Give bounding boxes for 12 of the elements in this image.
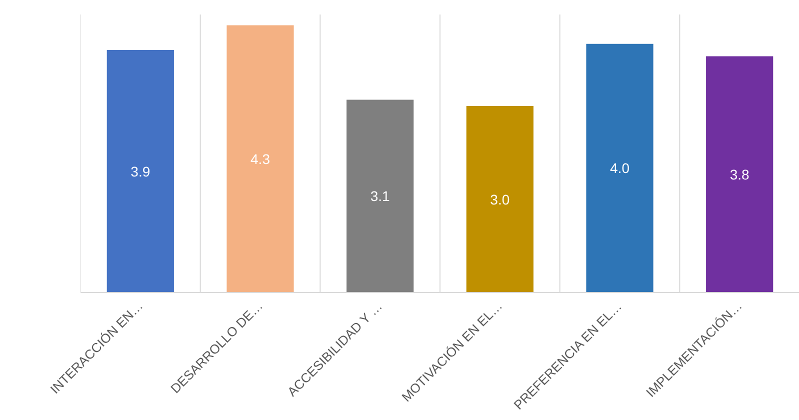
data-label: 3.9: [130, 163, 150, 180]
data-label: 4.0: [610, 160, 630, 176]
bar: [586, 44, 654, 292]
bar: [346, 100, 414, 292]
data-label: 4.3: [250, 150, 270, 167]
bar: [466, 106, 534, 292]
bar: [106, 50, 174, 292]
data-label: 3.0: [490, 191, 510, 208]
data-label: 3.8: [730, 166, 750, 182]
bar: [706, 56, 774, 292]
bar: [226, 25, 294, 292]
data-label: 3.1: [370, 188, 390, 204]
